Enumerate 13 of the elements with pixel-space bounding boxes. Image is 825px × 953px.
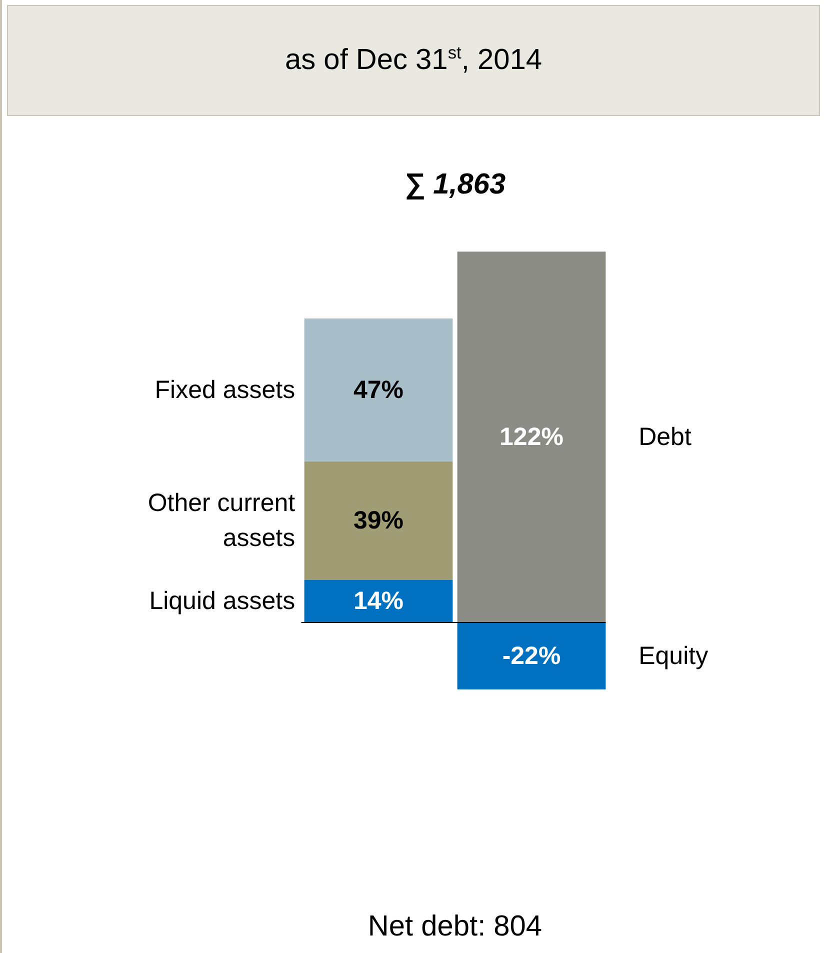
series-label: Equity — [638, 642, 709, 670]
text: Net debt: 804 — [368, 910, 542, 942]
data-label: -22% — [502, 642, 561, 670]
chart-subtitle: ∑ 1,863 — [404, 168, 506, 201]
series-label: Other current assets — [148, 489, 296, 552]
data-label: 122% — [500, 423, 564, 452]
data-label: 14% — [353, 587, 404, 616]
data-label: 47% — [353, 376, 404, 404]
series-label: Liquid assets — [149, 587, 296, 616]
data-label: 39% — [353, 506, 404, 535]
series-label: Debt — [638, 423, 692, 452]
series-label: Fixed assets — [154, 376, 296, 404]
chart-title: as of Dec 31$^{st}$, 2014 — [285, 41, 542, 78]
